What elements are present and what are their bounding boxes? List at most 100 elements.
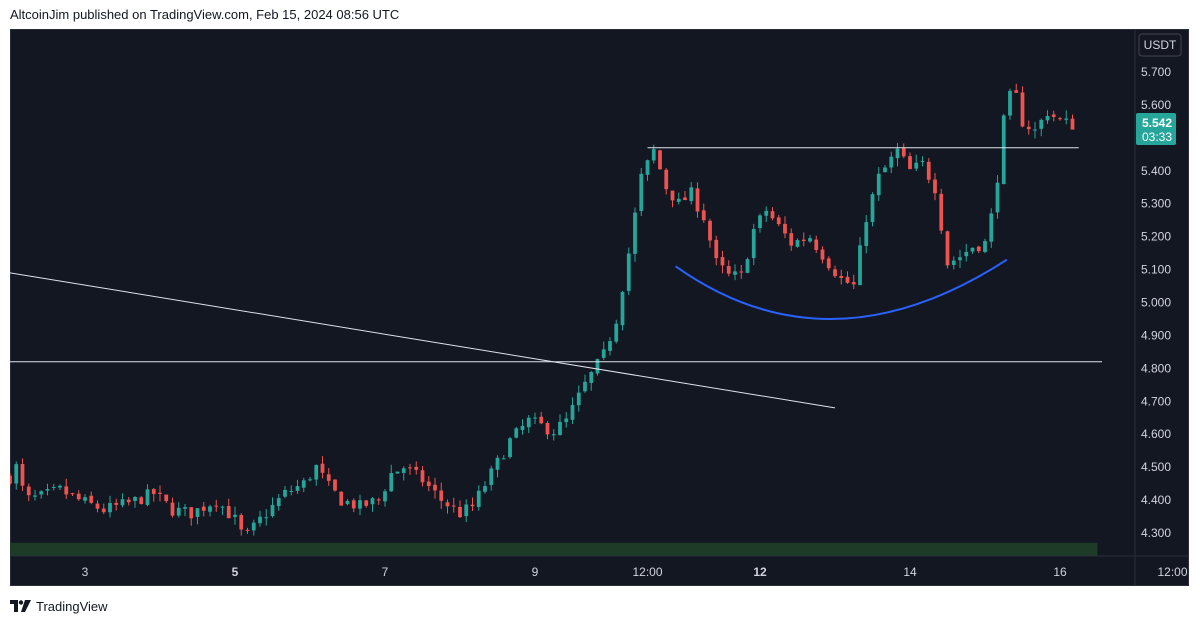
candle [195,508,200,517]
price-tick-label: 4.300 [1141,526,1171,540]
candle [326,474,331,481]
time-tick-label: 16 [1053,565,1067,579]
candle [1008,90,1012,116]
candle [933,179,937,194]
candle [170,502,175,516]
candle [1014,90,1019,93]
candle [651,149,656,161]
candle [695,188,700,212]
candles [10,83,1075,536]
candle [201,506,206,511]
candle [601,349,606,358]
time-tick-label: 9 [532,565,539,579]
candle [583,381,587,392]
candle [239,515,244,530]
candle [714,239,719,259]
candle [914,162,919,169]
price-chart[interactable]: USDT5.7005.6005.5005.4005.3005.2005.1005… [10,29,1189,586]
candle [751,229,756,259]
candle [964,251,969,257]
candle [95,503,100,509]
candle [733,271,737,275]
currency-label: USDT [1144,38,1177,52]
candle [458,506,462,518]
candle [133,497,137,501]
candle [358,500,362,509]
candle [951,260,956,265]
candle [214,505,219,507]
candle [395,471,400,474]
candle [320,463,325,473]
candle [301,480,306,488]
candle [926,161,931,180]
candle [508,438,512,458]
last-price-label: 5.542 [1142,116,1172,130]
candle [26,486,31,496]
candle [745,259,750,273]
candle [114,502,119,505]
candle [220,506,225,508]
candle [58,485,62,488]
countdown-label: 03:33 [1142,130,1172,144]
candle [351,500,356,509]
candle [795,240,800,247]
candle [970,247,975,252]
price-tick-label: 5.700 [1141,65,1171,79]
candle [64,486,69,495]
candle [833,269,837,277]
candle [595,359,600,374]
candle [139,497,144,504]
candle [420,470,425,483]
candle [89,495,94,503]
candle [533,417,537,419]
candle [883,167,887,173]
candle [126,499,131,503]
candle [776,217,781,225]
candle [445,502,450,507]
candle [633,212,637,254]
time-tick-label: 12:00 [1157,565,1187,579]
candle [876,173,881,196]
candle [108,502,112,513]
candle [708,220,712,241]
candle [495,457,500,470]
time-tick-label: 12 [753,565,767,579]
candle [801,239,806,242]
candle [308,479,312,481]
candle [45,489,50,491]
candle [901,148,906,157]
price-tick-label: 4.500 [1141,460,1171,474]
candle [564,418,569,423]
candle [545,422,550,435]
price-tick-label: 5.300 [1141,197,1171,211]
candle [920,160,925,162]
candle [939,193,944,231]
descending-trendline [10,272,836,409]
candle [433,484,437,491]
candle [101,508,106,513]
price-tick-label: 4.900 [1141,328,1171,342]
candle [401,468,406,473]
candle [1064,118,1069,120]
candle [270,504,275,516]
price-tick-label: 5.600 [1141,98,1171,112]
last-price-tag [1136,113,1176,146]
candle [670,190,675,201]
price-tick-label: 5.200 [1141,230,1171,244]
candle [889,156,894,168]
candle [864,222,869,246]
candle [1058,118,1062,120]
publisher-header: AltcoinJim published on TradingView.com,… [10,7,400,22]
tradingview-brand: TradingView [10,598,108,614]
candle [145,489,150,505]
candle [1033,129,1037,131]
candle [176,507,181,516]
chart-frame[interactable] [10,29,1189,586]
candle [770,211,775,219]
candle [189,507,194,519]
candle [976,246,981,252]
candle [614,323,619,342]
candle [283,489,287,497]
currency-box [1138,33,1182,57]
candle [826,258,831,269]
